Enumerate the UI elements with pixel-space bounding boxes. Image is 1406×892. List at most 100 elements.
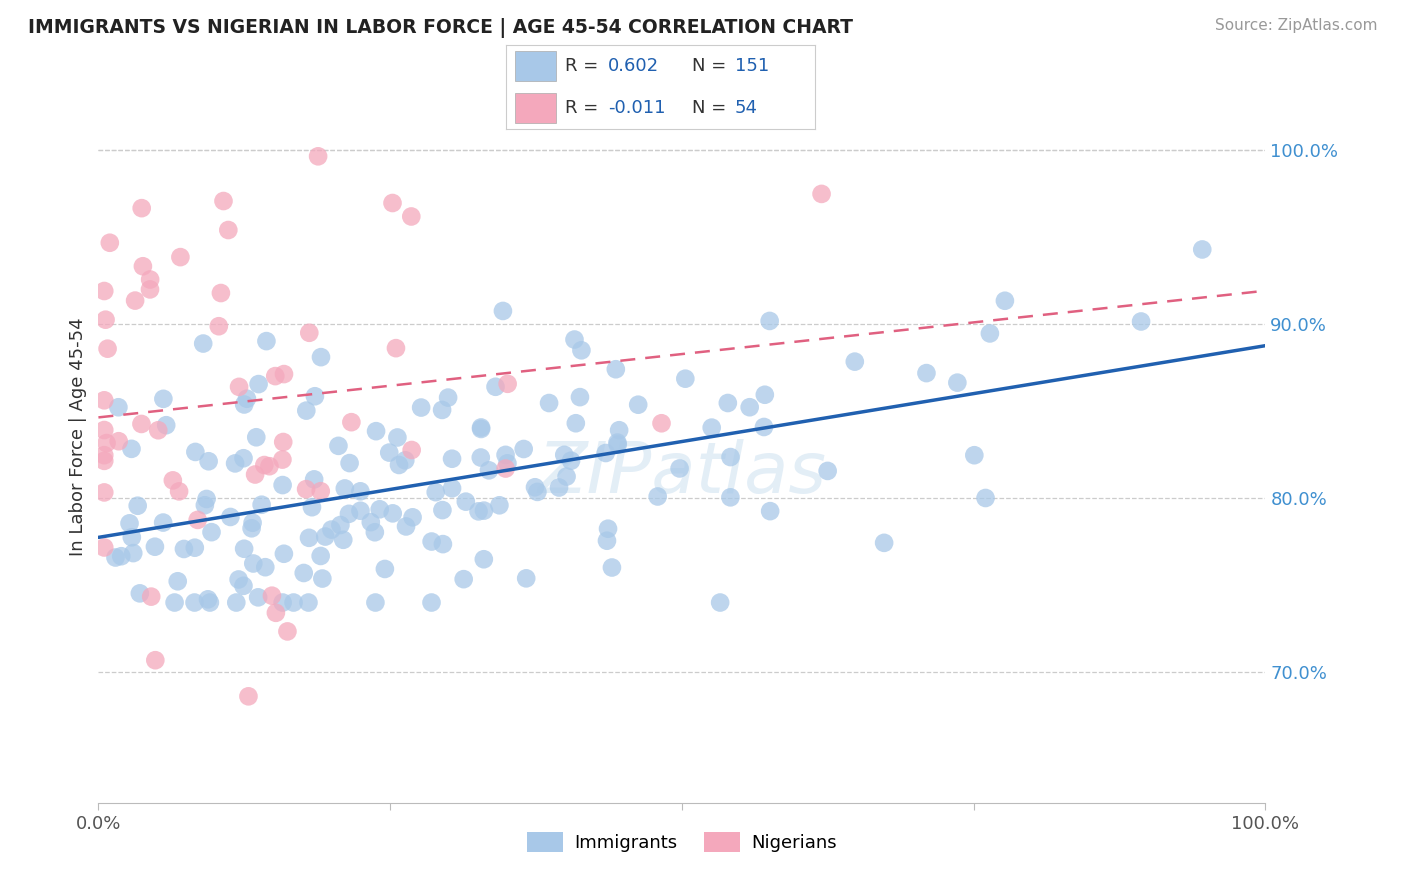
Point — [107, 434, 129, 449]
Point — [254, 334, 277, 348]
Point — [979, 326, 1001, 341]
Point — [752, 420, 775, 434]
Point — [395, 519, 418, 533]
Point — [301, 500, 323, 515]
Point — [96, 436, 118, 450]
Point — [340, 415, 363, 429]
Point — [124, 293, 146, 308]
Point — [295, 403, 318, 417]
Point — [314, 530, 336, 544]
Point — [974, 491, 997, 505]
Point — [754, 388, 776, 402]
Point — [472, 552, 495, 566]
Point — [717, 396, 740, 410]
Point — [600, 560, 623, 574]
Point — [329, 518, 352, 533]
Point — [163, 595, 186, 609]
Point — [844, 354, 866, 368]
Point — [232, 451, 254, 466]
Point — [259, 459, 281, 474]
Point — [93, 423, 115, 437]
Point — [495, 448, 517, 462]
Point — [441, 481, 464, 495]
Point — [738, 401, 761, 415]
Point — [139, 282, 162, 296]
Point — [121, 530, 143, 544]
Point — [309, 549, 332, 563]
Point — [374, 562, 396, 576]
Point — [606, 438, 628, 452]
Point — [394, 453, 416, 467]
Point — [605, 362, 627, 376]
Point — [401, 210, 423, 224]
Point — [131, 201, 153, 215]
Point — [271, 435, 294, 450]
Point — [276, 624, 298, 639]
Point — [555, 469, 578, 483]
Point — [139, 272, 162, 286]
Point — [208, 319, 231, 334]
Point — [250, 498, 273, 512]
Point — [524, 480, 547, 494]
Point — [247, 377, 270, 392]
Point — [309, 484, 332, 499]
Point — [155, 418, 177, 433]
Point — [387, 430, 409, 444]
Point — [349, 484, 371, 499]
Point — [333, 482, 356, 496]
Bar — [516, 51, 555, 81]
Point — [93, 541, 115, 555]
Point — [758, 314, 780, 328]
Point — [93, 284, 115, 298]
Point — [441, 451, 464, 466]
Point — [437, 391, 460, 405]
Point — [143, 540, 166, 554]
Text: 54: 54 — [735, 99, 758, 117]
Point — [110, 549, 132, 564]
Point — [271, 452, 294, 467]
Point — [93, 485, 115, 500]
Point — [264, 606, 287, 620]
Point — [496, 376, 519, 391]
Point — [470, 422, 492, 436]
Point — [364, 595, 387, 609]
Point — [183, 595, 205, 609]
Point — [240, 521, 263, 535]
Point — [132, 259, 155, 273]
Point — [364, 424, 387, 438]
Point — [627, 398, 650, 412]
Point — [238, 690, 260, 704]
Point — [128, 586, 150, 600]
Point — [401, 442, 423, 457]
Point — [195, 491, 218, 506]
Point — [197, 454, 219, 468]
Point — [131, 417, 153, 431]
Point — [198, 595, 221, 609]
Point — [295, 482, 318, 496]
Text: -0.011: -0.011 — [609, 99, 665, 117]
Point — [328, 439, 350, 453]
Text: R =: R = — [565, 99, 605, 117]
Text: N =: N = — [692, 99, 731, 117]
Point — [484, 380, 506, 394]
Text: 0.602: 0.602 — [609, 57, 659, 75]
Point — [339, 456, 361, 470]
Point — [224, 457, 246, 471]
Point — [963, 448, 986, 462]
Point — [194, 498, 217, 512]
Point — [93, 448, 115, 462]
Point — [673, 372, 696, 386]
Point — [260, 589, 283, 603]
Point — [107, 401, 129, 415]
Point — [472, 503, 495, 517]
Point — [200, 525, 222, 540]
Point — [173, 541, 195, 556]
Point — [337, 507, 360, 521]
Text: N =: N = — [692, 57, 731, 75]
Point — [332, 533, 354, 547]
Point — [364, 525, 387, 540]
Point — [401, 510, 423, 524]
Point — [565, 416, 588, 430]
Point — [512, 442, 534, 456]
Point — [538, 396, 561, 410]
